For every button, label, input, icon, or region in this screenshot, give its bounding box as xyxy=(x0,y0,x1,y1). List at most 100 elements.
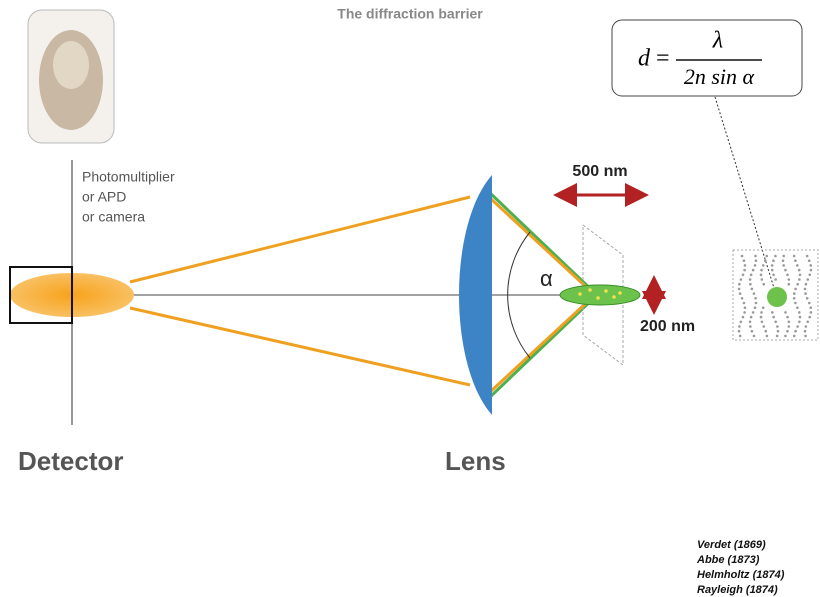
molecule xyxy=(809,268,813,272)
lens xyxy=(459,175,492,415)
molecule xyxy=(772,315,775,319)
reference: Verdet (1869) xyxy=(697,539,766,551)
molecule xyxy=(787,278,791,281)
molecule xyxy=(763,259,767,263)
molecule xyxy=(760,278,764,281)
lateral-size: 500 nm xyxy=(572,163,627,180)
molecule xyxy=(765,254,769,258)
molecule xyxy=(796,306,799,310)
molecule xyxy=(806,278,810,281)
molecule xyxy=(748,278,752,281)
molecule xyxy=(809,306,813,310)
molecule xyxy=(760,320,764,324)
molecule xyxy=(774,254,777,258)
molecule xyxy=(754,259,758,263)
molecule xyxy=(743,264,747,267)
molecule xyxy=(798,273,802,277)
molecule xyxy=(741,315,745,319)
molecule xyxy=(805,297,809,300)
molecule xyxy=(739,320,743,324)
molecule xyxy=(786,273,789,277)
molecule xyxy=(770,264,774,267)
molecule xyxy=(753,264,757,267)
pointer xyxy=(714,96,775,289)
molecule xyxy=(782,254,786,258)
molecule xyxy=(749,273,753,277)
molecule xyxy=(753,306,757,310)
molecule xyxy=(787,320,791,324)
reference: Rayleigh (1874) xyxy=(697,584,778,596)
formula-box xyxy=(611,19,803,97)
molecule xyxy=(797,268,801,272)
molecule xyxy=(750,287,754,291)
molecule xyxy=(738,292,742,295)
focal-spot xyxy=(559,284,641,306)
molecule xyxy=(808,315,812,319)
detector-label: Detector xyxy=(18,446,123,476)
molecule xyxy=(774,278,777,281)
molecule xyxy=(760,311,763,314)
molecule xyxy=(762,282,766,286)
spot-dots xyxy=(578,288,622,300)
molecule xyxy=(784,334,787,338)
molecule xyxy=(781,259,785,263)
beam xyxy=(488,196,599,299)
molecule xyxy=(770,311,774,314)
molecule xyxy=(809,311,813,314)
molecule xyxy=(794,259,797,263)
molecule xyxy=(743,311,746,314)
beam xyxy=(488,191,599,297)
molecule xyxy=(808,273,812,277)
formula-equals: = xyxy=(656,46,670,72)
molecule xyxy=(765,334,769,338)
molecule xyxy=(792,254,796,258)
molecule xyxy=(772,259,775,263)
molecule xyxy=(754,297,757,300)
molecule xyxy=(792,297,796,300)
molecule xyxy=(807,259,811,263)
molecule xyxy=(743,268,746,272)
molecule xyxy=(760,268,763,272)
molecule xyxy=(804,334,807,338)
molecule xyxy=(787,282,791,286)
lens-label: Lens xyxy=(445,446,506,476)
beam xyxy=(488,293,599,399)
molecule xyxy=(738,282,741,286)
detector-box xyxy=(9,266,73,324)
inset-spot xyxy=(767,287,787,307)
angle-arc xyxy=(507,231,531,359)
molecule xyxy=(804,282,808,286)
molecule xyxy=(804,325,808,328)
molecule xyxy=(742,259,746,263)
formula-lhs: d xyxy=(638,46,651,72)
molecule xyxy=(739,278,743,281)
molecule xyxy=(750,329,754,333)
molecule xyxy=(749,315,753,319)
molecule xyxy=(787,325,791,328)
molecule xyxy=(794,329,797,333)
formula-denominator: 2n sin α xyxy=(684,64,755,89)
molecule xyxy=(798,315,802,319)
molecule xyxy=(742,301,746,305)
portrait-face xyxy=(53,41,89,89)
molecule xyxy=(774,320,777,324)
molecule xyxy=(770,268,774,272)
molecule xyxy=(738,325,741,328)
molecule xyxy=(786,329,789,333)
molecule xyxy=(796,282,799,286)
molecule xyxy=(764,329,768,333)
detector-line: or camera xyxy=(82,209,145,225)
molecule xyxy=(804,292,807,295)
molecule xyxy=(805,254,809,258)
beam xyxy=(129,306,471,387)
molecule xyxy=(803,287,807,291)
detector-line: or APD xyxy=(82,189,126,205)
molecule xyxy=(749,325,752,328)
molecule xyxy=(749,282,752,286)
molecule xyxy=(806,320,810,324)
title: The diffraction barrier xyxy=(337,6,483,22)
molecule xyxy=(772,273,775,277)
inset-molecules xyxy=(737,254,813,338)
inset-box xyxy=(732,249,819,341)
